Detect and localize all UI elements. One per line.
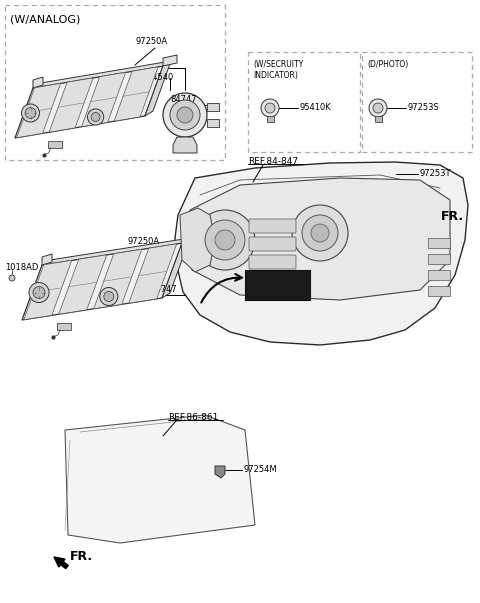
Bar bbox=[428, 254, 450, 264]
Circle shape bbox=[311, 224, 329, 242]
Text: REF.86-861: REF.86-861 bbox=[168, 414, 218, 423]
Circle shape bbox=[205, 220, 245, 260]
Circle shape bbox=[9, 275, 15, 281]
FancyArrow shape bbox=[253, 178, 257, 182]
Bar bbox=[374, 116, 382, 122]
Circle shape bbox=[292, 205, 348, 261]
Text: 97254M: 97254M bbox=[244, 466, 277, 475]
Bar bbox=[207, 119, 219, 127]
Polygon shape bbox=[42, 238, 190, 265]
Circle shape bbox=[195, 210, 255, 270]
FancyBboxPatch shape bbox=[249, 219, 296, 233]
Polygon shape bbox=[145, 61, 171, 116]
Polygon shape bbox=[162, 238, 190, 298]
Polygon shape bbox=[33, 61, 171, 88]
Polygon shape bbox=[49, 78, 93, 132]
Circle shape bbox=[369, 99, 387, 117]
Polygon shape bbox=[82, 72, 126, 127]
Circle shape bbox=[33, 286, 45, 298]
Bar bbox=[428, 286, 450, 296]
Polygon shape bbox=[94, 249, 142, 309]
Circle shape bbox=[177, 107, 193, 123]
Bar bbox=[384, 181, 392, 187]
Circle shape bbox=[104, 291, 114, 302]
Polygon shape bbox=[42, 254, 52, 265]
Text: (W/ANALOG): (W/ANALOG) bbox=[10, 14, 80, 24]
Polygon shape bbox=[24, 260, 72, 320]
Text: FR.: FR. bbox=[441, 210, 464, 224]
Circle shape bbox=[170, 100, 200, 130]
Circle shape bbox=[215, 230, 235, 250]
Polygon shape bbox=[180, 208, 215, 272]
FancyArrow shape bbox=[54, 557, 68, 569]
Circle shape bbox=[100, 288, 118, 306]
Polygon shape bbox=[185, 178, 450, 300]
Bar bbox=[428, 270, 450, 280]
Polygon shape bbox=[129, 244, 177, 303]
Polygon shape bbox=[182, 232, 196, 243]
Circle shape bbox=[91, 113, 100, 121]
FancyArrow shape bbox=[443, 227, 460, 242]
Text: 97250A: 97250A bbox=[135, 37, 167, 46]
Bar bbox=[428, 238, 450, 248]
Polygon shape bbox=[59, 255, 107, 314]
Bar bbox=[245, 270, 310, 300]
Text: 97253T: 97253T bbox=[420, 169, 452, 178]
Text: 97253S: 97253S bbox=[408, 104, 440, 113]
FancyBboxPatch shape bbox=[249, 237, 296, 251]
Polygon shape bbox=[173, 137, 197, 153]
Circle shape bbox=[163, 93, 207, 137]
Polygon shape bbox=[65, 415, 255, 543]
FancyBboxPatch shape bbox=[249, 255, 296, 269]
Bar bbox=[5, 5, 225, 160]
Circle shape bbox=[261, 99, 279, 117]
Polygon shape bbox=[114, 67, 158, 121]
Circle shape bbox=[87, 109, 104, 125]
Polygon shape bbox=[17, 83, 60, 137]
Text: (W/SECRUITY: (W/SECRUITY bbox=[253, 60, 303, 69]
Circle shape bbox=[302, 215, 338, 251]
Bar bbox=[48, 141, 61, 148]
Text: FR.: FR. bbox=[70, 551, 93, 563]
Circle shape bbox=[25, 107, 36, 118]
Bar bbox=[57, 323, 71, 330]
Text: 1018AD: 1018AD bbox=[5, 264, 38, 273]
Circle shape bbox=[384, 169, 393, 178]
Polygon shape bbox=[33, 77, 43, 88]
FancyArrow shape bbox=[163, 432, 167, 436]
Text: 94540: 94540 bbox=[148, 74, 174, 83]
Text: 95410K: 95410K bbox=[300, 104, 332, 113]
Text: 84747: 84747 bbox=[170, 95, 197, 104]
Polygon shape bbox=[15, 66, 163, 138]
Text: (D/PHOTO): (D/PHOTO) bbox=[367, 60, 408, 69]
Text: 97250A: 97250A bbox=[128, 238, 160, 247]
Polygon shape bbox=[22, 243, 182, 320]
Circle shape bbox=[265, 103, 275, 113]
Bar bbox=[207, 103, 219, 111]
Text: REF.84-847: REF.84-847 bbox=[248, 157, 298, 166]
Text: 84747: 84747 bbox=[150, 285, 177, 294]
Bar bbox=[248, 52, 360, 152]
Circle shape bbox=[22, 104, 39, 122]
Bar bbox=[362, 52, 472, 152]
Polygon shape bbox=[175, 162, 468, 345]
Text: INDICATOR): INDICATOR) bbox=[253, 71, 298, 80]
Polygon shape bbox=[163, 55, 177, 66]
Polygon shape bbox=[215, 466, 225, 478]
Bar bbox=[266, 116, 274, 122]
Circle shape bbox=[29, 282, 49, 303]
Circle shape bbox=[373, 103, 383, 113]
Circle shape bbox=[380, 166, 396, 182]
